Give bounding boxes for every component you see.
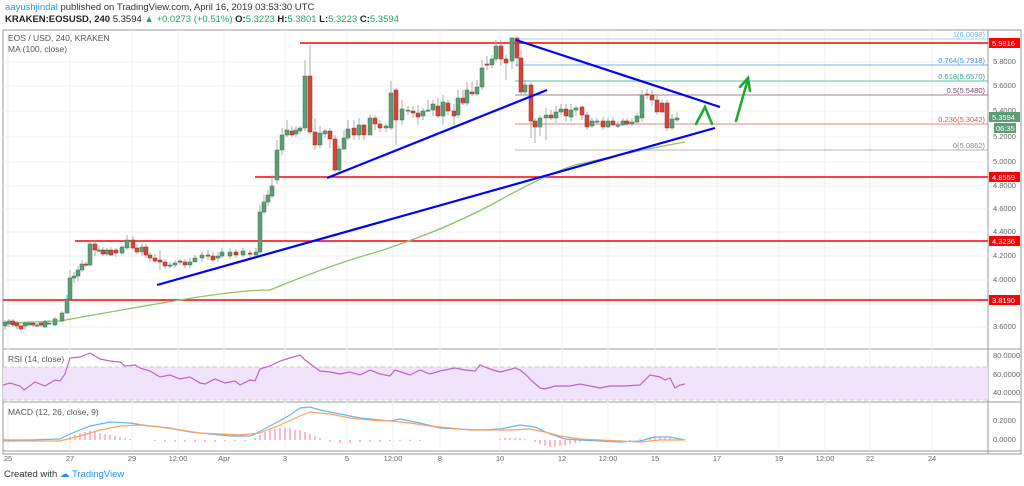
symbol: KRAKEN:EOSUSD, 240 <box>5 14 111 25</box>
svg-text:19: 19 <box>775 454 783 463</box>
tradingview-link[interactable]: TradingView <box>71 469 125 480</box>
macd-axis-ticks: 0.2000 0.0000 <box>993 416 1016 444</box>
main-pane-title: EOS / USD, 240, KRAKEN <box>8 33 110 43</box>
svg-text:40.0000: 40.0000 <box>993 388 1020 397</box>
macd-legend: MACD (12, 26, close, 9) <box>8 407 99 417</box>
svg-text:3.8190: 3.8190 <box>992 296 1015 305</box>
svg-text:29: 29 <box>128 454 136 463</box>
svg-text:4.3236: 4.3236 <box>992 237 1015 246</box>
support-resistance-lines[interactable] <box>3 42 988 301</box>
close-label: C: <box>359 14 370 25</box>
chart-frame <box>2 29 1022 455</box>
svg-text:0.618(5.6570): 0.618(5.6570) <box>938 72 985 81</box>
svg-text:27: 27 <box>66 454 74 463</box>
svg-text:5.3594: 5.3594 <box>992 113 1015 122</box>
svg-text:1(6.0098): 1(6.0098) <box>953 30 986 39</box>
svg-text:10: 10 <box>496 454 504 463</box>
svg-text:06:35: 06:35 <box>996 124 1015 133</box>
svg-text:Apr: Apr <box>218 454 230 463</box>
svg-text:5.0000: 5.0000 <box>993 157 1016 166</box>
svg-text:8: 8 <box>438 454 442 463</box>
trendlines[interactable] <box>156 38 721 287</box>
rsi-line <box>2 352 686 391</box>
publish-info: aayushjindal published on TradingView.co… <box>5 2 314 13</box>
low-value: 5.3223 <box>328 14 358 25</box>
rsi-axis-ticks: 80.0000 60.0000 40.0000 <box>993 351 1020 397</box>
svg-text:5.9816: 5.9816 <box>992 39 1015 48</box>
svg-text:15: 15 <box>651 454 659 463</box>
svg-text:5.4000: 5.4000 <box>993 106 1016 115</box>
high-value: 5.3801 <box>287 14 317 25</box>
svg-text:24: 24 <box>928 454 936 463</box>
svg-text:12: 12 <box>558 454 566 463</box>
svg-text:4.4000: 4.4000 <box>993 227 1016 236</box>
svg-text:4.6000: 4.6000 <box>993 204 1016 213</box>
svg-text:60.0000: 60.0000 <box>993 370 1020 379</box>
svg-text:5.6000: 5.6000 <box>993 81 1016 90</box>
svg-text:5.8000: 5.8000 <box>993 57 1016 66</box>
svg-text:4.0000: 4.0000 <box>993 275 1016 284</box>
ma-legend: MA (100, close) <box>8 44 68 54</box>
svg-text:4.8000: 4.8000 <box>993 181 1016 190</box>
open-label: O: <box>235 14 246 25</box>
rsi-band <box>3 367 988 400</box>
macd-histogram <box>64 428 671 447</box>
footer: Created with ☁ TradingView <box>4 469 124 480</box>
svg-text:12:00: 12:00 <box>599 454 618 463</box>
fib-labels: 1(6.0098) 0.764(5.7918) 0.618(5.6570) 0.… <box>938 30 985 150</box>
tradingview-cloud-icon: ☁ <box>59 469 70 480</box>
symbol-bar: KRAKEN:EOSUSD, 240 5.3594 ▲ +0.0273 (+0.… <box>5 14 399 25</box>
svg-text:17: 17 <box>713 454 721 463</box>
last-price: 5.3594 <box>112 14 142 25</box>
svg-text:3.6000: 3.6000 <box>993 322 1016 331</box>
svg-text:5.2000: 5.2000 <box>993 132 1016 141</box>
svg-text:22: 22 <box>866 454 874 463</box>
signal-line <box>3 411 685 443</box>
price-axis-ticks: 5.8000 5.6000 5.4000 5.2000 5.0000 4.8000 4.60… <box>993 57 1016 331</box>
rsi-legend: RSI (14, close) <box>8 354 65 364</box>
low-label: L: <box>319 14 329 25</box>
created-with-text: Created with <box>4 469 58 480</box>
svg-text:12:00: 12:00 <box>816 454 835 463</box>
svg-text:80.0000: 80.0000 <box>993 351 1020 360</box>
high-label: H: <box>277 14 288 25</box>
fibonacci-retracement[interactable] <box>515 38 988 151</box>
level-tags: 5.9816 4.8559 4.3236 3.8190 5.3594 06:35 <box>989 38 1020 305</box>
svg-text:4.8559: 4.8559 <box>992 173 1015 182</box>
svg-text:3: 3 <box>283 454 287 463</box>
author-link[interactable]: aayushjindal <box>5 2 58 13</box>
close-value: 5.3594 <box>369 14 399 25</box>
grid-horizontal <box>3 61 988 328</box>
svg-text:0.0000: 0.0000 <box>993 435 1016 444</box>
time-axis-ticks: 25 27 29 12:00 Apr 3 5 12:00 8 10 12 12:00 15 17 19 12:… <box>4 454 936 463</box>
svg-text:4.2000: 4.2000 <box>993 251 1016 260</box>
svg-text:5: 5 <box>345 454 349 463</box>
svg-text:0.236(5.3042): 0.236(5.3042) <box>938 115 985 124</box>
svg-text:0.764(5.7918): 0.764(5.7918) <box>938 56 985 65</box>
publish-text: published on TradingView.com, April 16, … <box>57 2 315 13</box>
svg-text:12:00: 12:00 <box>384 454 403 463</box>
open-value: 5.3223 <box>245 14 275 25</box>
projection-arrows <box>694 75 752 126</box>
up-triangle-icon: ▲ <box>144 14 154 25</box>
svg-text:0.5(5.5480): 0.5(5.5480) <box>947 86 986 95</box>
svg-text:0(5.0862): 0(5.0862) <box>953 141 986 150</box>
ma-100-line <box>2 141 686 324</box>
svg-text:0.2000: 0.2000 <box>993 416 1016 425</box>
svg-text:25: 25 <box>4 454 12 463</box>
price-change: +0.0273 (+0.51%) <box>156 14 233 25</box>
candlesticks <box>2 36 680 331</box>
svg-text:12:00: 12:00 <box>169 454 188 463</box>
